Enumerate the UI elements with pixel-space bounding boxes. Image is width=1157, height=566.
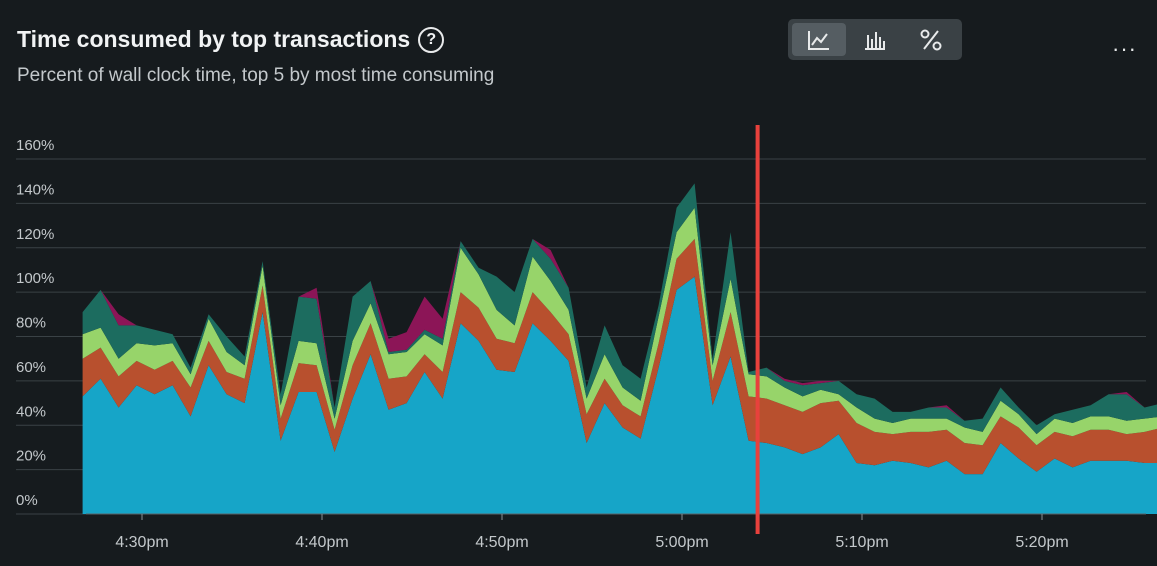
chart-title: Time consumed by top transactions [17, 26, 411, 52]
x-tick-label: 5:10pm [835, 534, 888, 551]
x-tick-label: 5:20pm [1015, 534, 1068, 551]
y-tick-label: 40% [16, 403, 46, 420]
x-tick-label: 5:00pm [655, 534, 708, 551]
area-series-2 [82, 238, 1157, 475]
area-series-4 [82, 183, 1157, 435]
y-tick-label: 120% [16, 226, 54, 243]
y-tick-label: 160% [16, 137, 54, 154]
y-tick-label: 100% [16, 270, 54, 287]
question-circle-icon[interactable]: ? [418, 26, 445, 53]
bar-chart-icon [865, 31, 885, 50]
x-tick-label: 4:30pm [115, 534, 168, 551]
area-series-1 [82, 276, 1157, 514]
x-tick-label: 4:50pm [475, 534, 528, 551]
area-series-3 [82, 207, 1157, 446]
chart-subtitle: Percent of wall clock time, top 5 by mos… [17, 65, 495, 86]
chart-title-row: Time consumed by top transactions ? [17, 26, 445, 53]
area-chart-button[interactable] [792, 23, 846, 56]
bar-chart-button[interactable] [848, 23, 902, 56]
chart-type-toolbar [788, 19, 962, 60]
y-tick-label: 80% [16, 315, 46, 332]
y-tick-label: 20% [16, 448, 46, 465]
y-tick-label: 0% [16, 492, 38, 509]
percent-button[interactable] [904, 23, 958, 56]
x-tick-label: 4:40pm [295, 534, 348, 551]
percent-icon [920, 29, 942, 50]
y-tick-label: 140% [16, 181, 54, 198]
area-chart-icon [808, 30, 829, 50]
y-tick-label: 60% [16, 359, 46, 376]
